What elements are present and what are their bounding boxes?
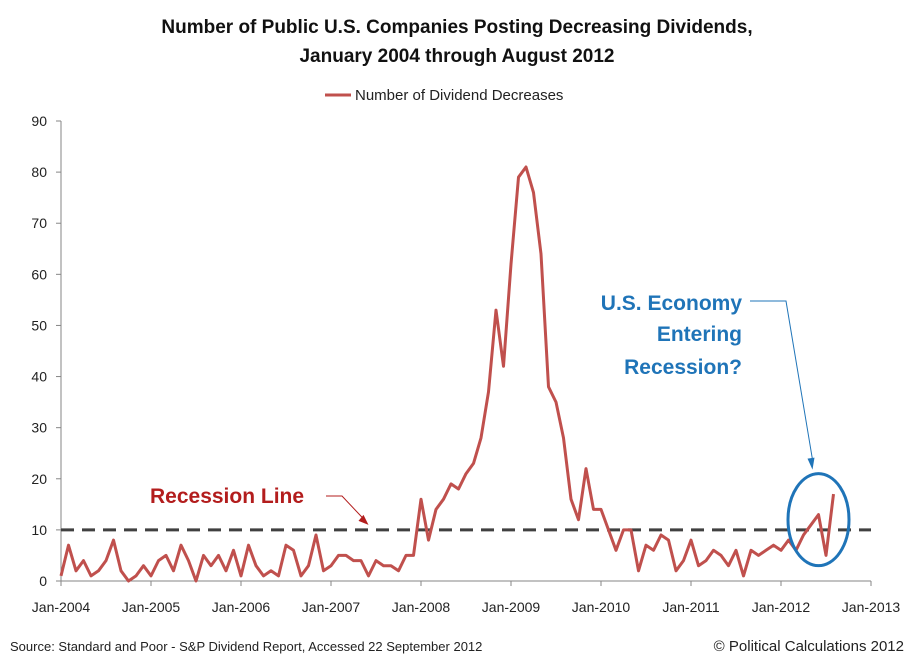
y-tick-label: 20: [31, 471, 47, 487]
x-tick-label: Jan-2010: [572, 599, 631, 615]
recession-question-arrowhead: [807, 457, 815, 470]
recession-line-pointer: [326, 495, 365, 521]
x-tick-label: Jan-2009: [482, 599, 541, 615]
highlight-circle: [786, 472, 851, 568]
source-note: Source: Standard and Poor - S&P Dividend…: [10, 639, 482, 654]
x-tick-label: Jan-2007: [302, 599, 361, 615]
y-axis-ticks: 0 10 20 30 40 50 60 70 80 90: [31, 113, 61, 589]
recession-line-arrowhead: [358, 514, 369, 525]
x-tick-label: Jan-2011: [662, 599, 720, 615]
y-tick-label: 30: [31, 420, 47, 436]
legend-label: Number of Dividend Decreases: [355, 87, 563, 104]
copyright-note: © Political Calculations 2012: [714, 638, 904, 655]
recession-question-line-1: U.S. Economy: [601, 292, 743, 315]
series-line: [59, 165, 835, 583]
x-tick-label: Jan-2012: [752, 599, 811, 615]
chart-title-line-2: January 2004 through August 2012: [299, 46, 614, 67]
y-tick-label: 10: [31, 522, 47, 538]
x-tick-label: Jan-2006: [212, 599, 271, 615]
y-tick-label: 80: [31, 164, 47, 180]
x-tick-label: Jan-2005: [122, 599, 181, 615]
recession-line-label: Recession Line: [150, 485, 304, 508]
series-dividend-decreases: [59, 165, 835, 583]
x-tick-label: Jan-2008: [392, 599, 451, 615]
chart-title-line-1: Number of Public U.S. Companies Posting …: [161, 17, 752, 38]
y-tick-label: 50: [31, 317, 47, 333]
y-tick-label: 40: [31, 369, 47, 385]
recession-line-annotation: Recession Line: [150, 485, 369, 525]
recession-question-pointer: [750, 300, 813, 460]
y-tick-label: 0: [39, 573, 47, 589]
y-tick-label: 90: [31, 113, 47, 129]
recession-question-line-3: Recession?: [624, 356, 742, 379]
axes: [60, 121, 871, 582]
x-axis-ticks: Jan-2004 Jan-2005 Jan-2006 Jan-2007 Jan-2008…: [32, 581, 901, 615]
y-tick-label: 70: [31, 215, 47, 231]
legend: Number of Dividend Decreases: [325, 87, 563, 104]
recession-question-annotation: U.S. Economy Entering Recession?: [601, 292, 851, 568]
recession-question-line-2: Entering: [657, 323, 742, 346]
x-tick-label: Jan-2004: [32, 599, 91, 615]
x-tick-label: Jan-2013: [842, 599, 901, 615]
y-tick-label: 60: [31, 266, 47, 282]
